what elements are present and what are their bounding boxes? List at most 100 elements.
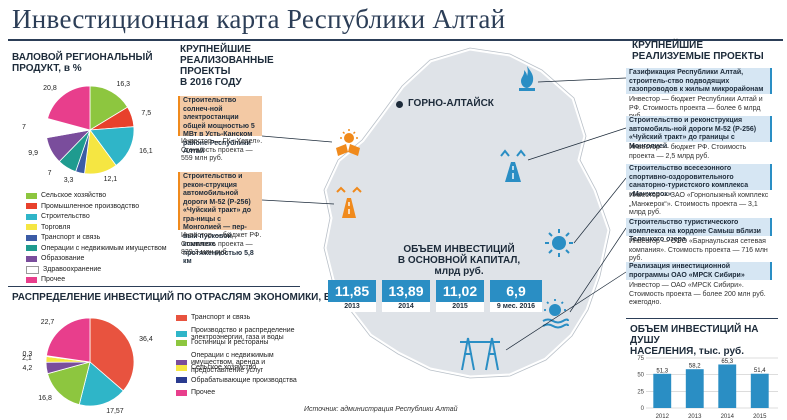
legend-swatch (26, 213, 37, 220)
pie-slice (89, 126, 135, 166)
legend-item: Производство и распределение электроэнер… (176, 327, 309, 342)
pie-value-label: 22,7 (40, 318, 55, 326)
bar-value-label: 65,3 (721, 359, 733, 365)
bar-value-label: 51,4 (754, 368, 766, 374)
current-project-3-title: Строительство всесезонного спортивно-озд… (626, 164, 772, 198)
current-projects-heading: КРУПНЕЙШИЕ РЕАЛИЗУЕМЫЕ ПРОЕКТЫ (632, 40, 764, 62)
y-tick-label: 0 (641, 406, 645, 412)
y-tick-label: 75 (637, 356, 644, 362)
legend-swatch (176, 331, 187, 337)
projects-2016-heading-line1: КРУПНЕЙШИЕ (180, 44, 252, 55)
legend-label: Транспорт и связь (41, 234, 101, 241)
per-capita-bar-chart: 0 25 50 75 51,3 2012 58,2 2013 65,3 2014 51,4 2015 (637, 356, 778, 420)
pie-value-label: 4,2 (22, 365, 33, 373)
legend-item: Операции с недвижимым имуществом, аренда… (176, 352, 309, 375)
pie-value-label: 17,57 (106, 407, 124, 415)
pie-value-label: 16,8 (38, 395, 52, 403)
legend-swatch (176, 364, 187, 371)
grp-pie-chart (45, 85, 135, 175)
gas-flame-icon (519, 66, 535, 91)
power-tower-icon (460, 337, 500, 371)
pie-slice (89, 317, 135, 392)
legend-item: Прочее (176, 389, 215, 397)
grp-heading-line1: ВАЛОВОЙ РЕГИОНАЛЬНЫЙ (12, 52, 153, 63)
legend-item: Обрабатывающие производства (176, 377, 297, 385)
bar-value-label: 51,3 (656, 368, 668, 374)
legend-swatch (176, 314, 187, 321)
current-project-5-body: Инвестор — ОАО «МРСК Сибири». Стоимость … (629, 282, 766, 306)
legend-label: Строительство (41, 213, 90, 220)
legend-item: Промышленное производство (26, 203, 139, 211)
investment-totals-heading-line2: В ОСНОВНОЙ КАПИТАЛ, млрд руб. (397, 255, 521, 277)
distribution-heading: РАСПРЕДЕЛЕНИЕ ИНВЕСТИЦИЙ ПО ОТРАСЛЯМ ЭКО… (12, 292, 343, 303)
pie-value-label: 9,9 (28, 150, 38, 158)
project-2016-1-body: Инвестор — ГК «Хевел». Стоимость проекта… (181, 138, 263, 162)
legend-item: Транспорт и связь (26, 234, 100, 242)
projects-2016-heading-line2: РЕАЛИЗОВАННЫЕ (180, 55, 274, 66)
investment-totals-heading: ОБЪЕМ ИНВЕСТИЦИЙ В ОСНОВНОЙ КАПИТАЛ, млр… (384, 244, 534, 277)
investment-total-2015: 11,02 2015 (436, 280, 484, 312)
road-icon (500, 149, 526, 182)
legend-item: Сельское хозяйство (26, 192, 106, 200)
bar (750, 373, 769, 408)
hydro-sun-icon (542, 299, 569, 329)
pie-slice (47, 85, 91, 131)
distribution-divider (8, 286, 300, 287)
legend-swatch (26, 234, 37, 241)
pie-value-label: 3,3 (63, 176, 74, 184)
project-2016-1-title: Строительство солнеч-ной электростанции … (178, 96, 262, 155)
project-2016-2-title: Строительство и рекон-струкция автомобил… (178, 172, 262, 265)
pie-slice (46, 317, 91, 363)
investment-total-value: 11,85 (334, 283, 370, 299)
legend-item: Транспорт и связь (176, 314, 250, 322)
investment-totals-heading-line1: ОБЪЕМ ИНВЕСТИЦИЙ (403, 244, 515, 255)
bar (685, 369, 704, 408)
per-capita-heading-line2: НАСЕЛЕНИЯ, тыс. руб. (630, 346, 744, 357)
projects-2016-heading-line3: ПРОЕКТЫ (180, 66, 231, 77)
solar-panel-icon (336, 129, 360, 156)
x-tick-label: 2014 (721, 414, 735, 420)
investment-total-2013: 11,85 2013 (328, 280, 376, 312)
legend-item: Строительство (26, 213, 90, 221)
pie-slice (78, 361, 124, 407)
legend-swatch (26, 203, 37, 210)
pie-value-label: 16,1 (139, 147, 153, 155)
grp-heading-line2: ПРОДУКТ, в % (12, 63, 82, 74)
investment-total-year: 2014 (382, 302, 430, 312)
investment-total-2014: 13,89 2014 (382, 280, 430, 312)
legend-label: Транспорт и связь (191, 314, 251, 321)
sun-icon (545, 229, 573, 257)
legend-label: Промышленное производство (41, 202, 140, 210)
pie-value-label: 7 (47, 170, 52, 178)
legend-swatch (26, 265, 39, 274)
pie-value-label: 2,1 (22, 354, 32, 362)
pie-value-label: 7,5 (141, 110, 152, 118)
legend-swatch (26, 245, 37, 252)
current-project-3-body: Инвестор — ЗАО «Горнолыжный комплекс „Ма… (629, 192, 769, 216)
legend-item: Гостиницы и рестораны (176, 339, 268, 347)
current-project-2-title: Строительство и реконструкция автомобиль… (626, 116, 772, 150)
legend-label: Прочее (41, 276, 66, 283)
legend-swatch (176, 389, 187, 396)
investment-total-value: 6,9 (506, 283, 526, 299)
legend-swatch (26, 224, 37, 231)
legend-swatch (176, 339, 187, 346)
legend-item: Прочее (26, 276, 65, 284)
current-projects-heading-line2: РЕАЛИЗУЕМЫЕ ПРОЕКТЫ (632, 51, 764, 62)
source-note: Источник: администрация Республики Алтай (300, 406, 462, 413)
legend-item: Торговля (26, 224, 70, 232)
per-capita-heading: ОБЪЕМ ИНВЕСТИЦИЙ НА ДУШУ НАСЕЛЕНИЯ, тыс.… (630, 324, 787, 357)
legend-label: Здравоохранение (43, 265, 102, 273)
grp-heading: ВАЛОВОЙ РЕГИОНАЛЬНЫЙ ПРОДУКТ, в % (12, 52, 153, 74)
legend-item: Сельское хозяйство (176, 364, 256, 372)
per-capita-divider (626, 318, 778, 319)
investment-total-year: 2013 (328, 302, 376, 312)
city-label: ГОРНО-АЛТАЙСК (408, 98, 494, 109)
city-marker (396, 101, 403, 108)
projects-2016-heading: КРУПНЕЙШИЕ РЕАЛИЗОВАННЫЕ ПРОЕКТЫ В 2016 … (180, 44, 274, 88)
legend-label: Сельское хозяйство (191, 364, 257, 371)
legend-label: Гостиницы и рестораны (191, 339, 269, 346)
pie-value-label: 0,3 (22, 350, 33, 358)
legend-swatch (26, 276, 37, 283)
